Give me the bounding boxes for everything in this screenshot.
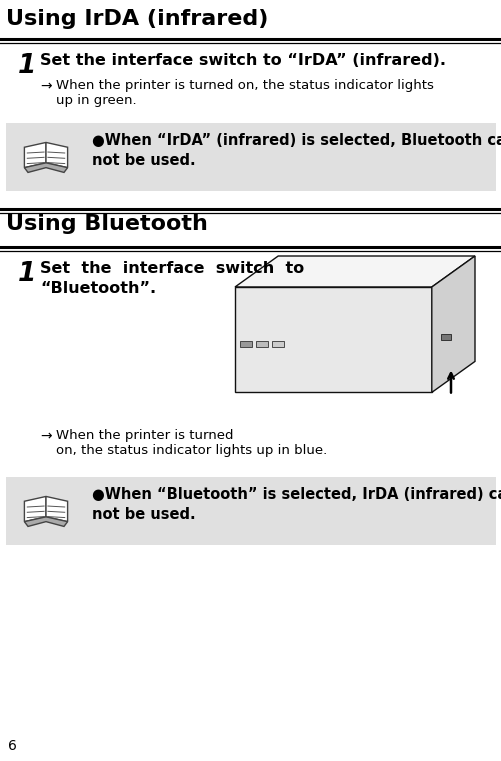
Polygon shape [25, 496, 46, 521]
Polygon shape [46, 496, 68, 521]
Polygon shape [25, 163, 68, 173]
Bar [239, 341, 252, 347]
Text: When the printer is turned on, the status indicator lights
up in green.: When the printer is turned on, the statu… [56, 79, 433, 107]
Text: ●When “Bluetooth” is selected, IrDA (infrared) can-
not be used.: ●When “Bluetooth” is selected, IrDA (inf… [92, 487, 501, 522]
Text: Set the interface switch to “IrDA” (infrared).: Set the interface switch to “IrDA” (infr… [40, 53, 445, 68]
Polygon shape [431, 256, 474, 393]
Bar [256, 341, 268, 347]
Text: Set  the  interface  switch  to: Set the interface switch to [40, 261, 304, 276]
Text: When the printer is turned
on, the status indicator lights up in blue.: When the printer is turned on, the statu… [56, 429, 327, 457]
Text: Using IrDA (infrared): Using IrDA (infrared) [6, 9, 268, 29]
Polygon shape [25, 142, 46, 167]
Polygon shape [234, 287, 431, 393]
Text: ●When “IrDA” (infrared) is selected, Bluetooth can-
not be used.: ●When “IrDA” (infrared) is selected, Blu… [92, 133, 501, 167]
FancyBboxPatch shape [6, 123, 495, 191]
Text: “Bluetooth”.: “Bluetooth”. [40, 281, 156, 296]
Bar [272, 341, 284, 347]
Text: →: → [40, 429, 52, 443]
Text: 1: 1 [18, 261, 36, 287]
Text: 1: 1 [18, 53, 36, 79]
Polygon shape [46, 142, 68, 167]
FancyBboxPatch shape [6, 477, 495, 545]
Text: 6: 6 [8, 739, 17, 753]
Polygon shape [25, 517, 68, 527]
Polygon shape [234, 256, 474, 287]
Text: →: → [40, 79, 52, 93]
Text: Using Bluetooth: Using Bluetooth [6, 214, 207, 234]
Bar [440, 333, 450, 339]
